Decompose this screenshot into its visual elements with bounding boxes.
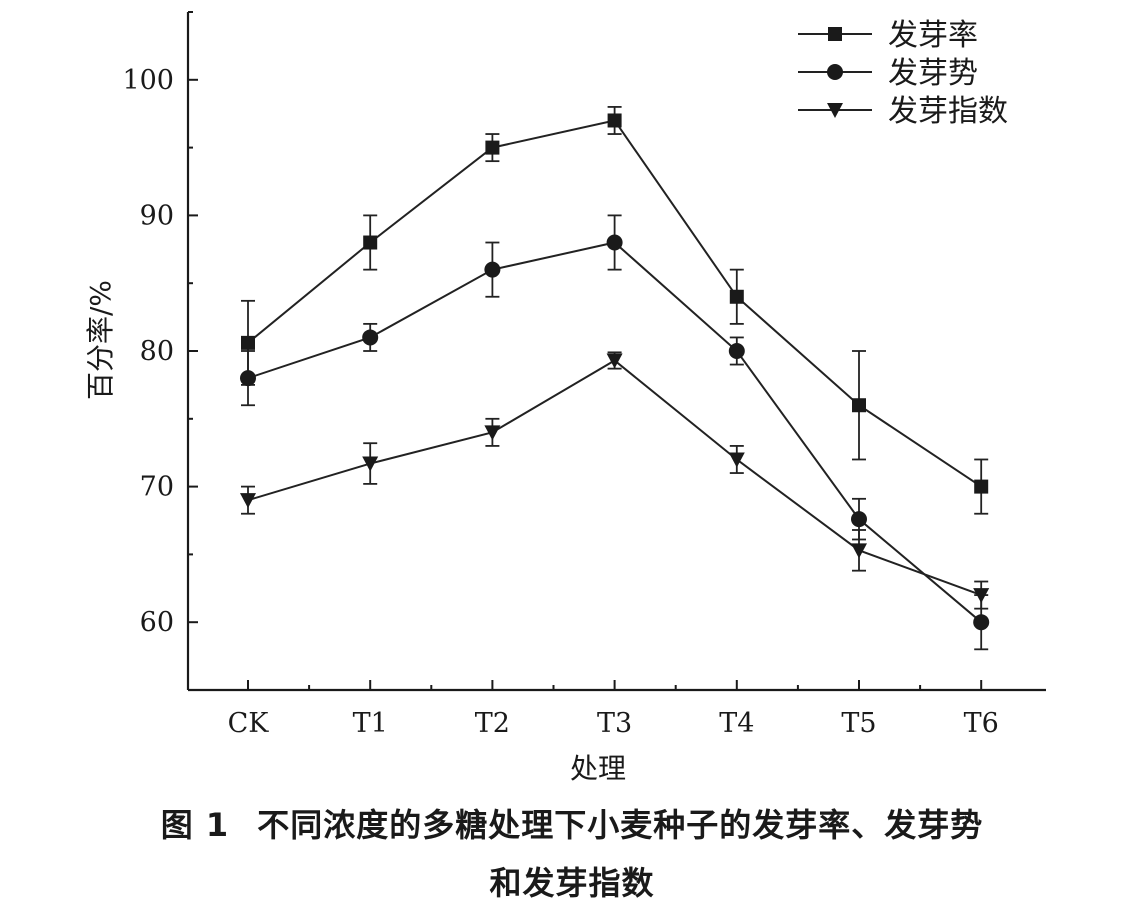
legend-item-1: 发芽率: [798, 18, 978, 53]
data-point: [362, 456, 379, 472]
figure-number: 图 1: [160, 806, 230, 844]
x-tick-label: T3: [597, 708, 632, 739]
data-point: [485, 140, 500, 155]
x-axis-title: 处理: [570, 752, 626, 785]
series-line: [247, 119, 982, 488]
data-point: [484, 261, 501, 278]
x-tick-label: T5: [841, 708, 876, 739]
data-point: [728, 343, 745, 359]
data-point: [606, 234, 623, 251]
x-tick-label: T1: [353, 708, 388, 739]
x-tick-label: T6: [964, 708, 999, 739]
data-point: [728, 452, 745, 468]
x-tick-label: CK: [228, 708, 270, 739]
y-tick-label: 90: [140, 200, 174, 231]
data-point: [484, 425, 501, 441]
figure-caption-text: 不同浓度的多糖处理下小麦种子的发芽率、发芽势: [257, 806, 984, 844]
data-point: [973, 614, 990, 631]
y-tick-label: 80: [140, 336, 174, 367]
data-point: [729, 289, 744, 304]
legend-marker: [827, 64, 843, 80]
y-tick-label: 60: [140, 607, 174, 638]
series-1: [241, 106, 989, 515]
data-point: [363, 235, 378, 250]
data-point: [241, 335, 255, 350]
series-layer: [240, 106, 990, 651]
data-point: [606, 353, 623, 369]
series-3: [240, 351, 990, 610]
data-point: [240, 370, 256, 387]
data-point: [851, 543, 867, 559]
y-axis-ticks: 60 70 80 90 100: [122, 11, 198, 691]
legend-marker: [827, 103, 843, 118]
legend-label: 发芽指数: [888, 94, 1008, 129]
data-point: [607, 113, 622, 128]
data-point: [974, 479, 989, 494]
data-point: [240, 493, 256, 509]
data-point: [362, 329, 379, 346]
figure-caption-line2: 和发芽指数: [489, 864, 655, 902]
x-tick-label: T4: [719, 708, 754, 739]
x-axis-ticks: CK T1 T2 T3 T4 T5 T6: [228, 680, 999, 739]
y-tick-label: 70: [140, 472, 174, 503]
series-2: [240, 214, 990, 651]
legend-label: 发芽率: [888, 18, 978, 53]
legend-label: 发芽势: [888, 56, 978, 91]
figure-caption-line1: 图 1 不同浓度的多糖处理下小麦种子的发芽率、发芽势: [0, 800, 1144, 846]
legend-marker: [828, 27, 842, 41]
y-axis-title: 百分率/%: [84, 280, 117, 400]
y-tick-label: 100: [122, 65, 174, 96]
legend-item-3: 发芽指数: [798, 94, 1008, 129]
series-line: [247, 241, 982, 623]
series-line: [247, 359, 982, 597]
legend-item-2: 发芽势: [798, 56, 978, 91]
x-tick-label: T2: [475, 708, 510, 739]
data-point: [851, 511, 867, 528]
data-point: [973, 588, 990, 604]
data-point: [852, 398, 866, 413]
